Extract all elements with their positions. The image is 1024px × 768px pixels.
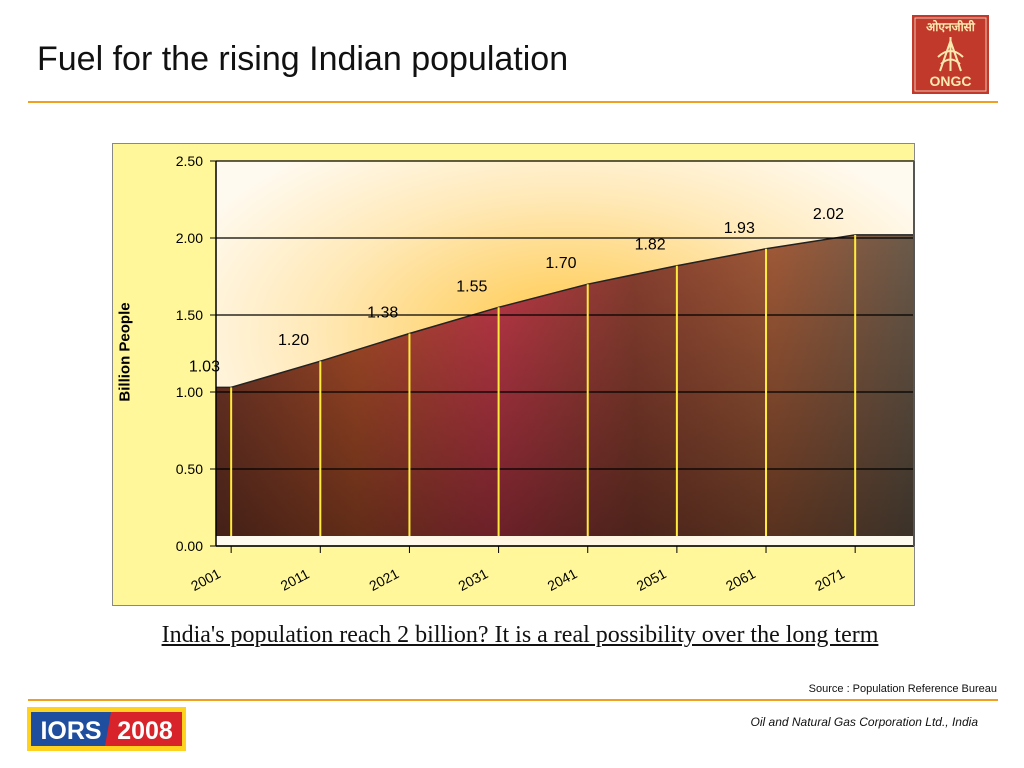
data-label: 1.82	[635, 237, 666, 254]
data-label: 1.38	[367, 304, 398, 321]
bottom-divider	[28, 699, 998, 701]
x-tick-label: 2001	[188, 565, 223, 594]
company-name: Oil and Natural Gas Corporation Ltd., In…	[750, 715, 978, 729]
x-tick-label: 2031	[456, 565, 491, 594]
data-label: 1.70	[545, 255, 576, 272]
source-note: Source : Population Reference Bureau	[808, 683, 997, 695]
x-tick-label: 2011	[278, 565, 312, 593]
y-tick-label: 2.50	[176, 153, 203, 169]
y-tick-label: 1.50	[176, 307, 203, 323]
x-tick-label: 2041	[545, 565, 580, 594]
y-tick-label: 0.00	[176, 538, 203, 554]
y-axis-label: Billion People	[116, 302, 134, 402]
data-label: 2.02	[813, 206, 844, 223]
population-line	[216, 234, 914, 389]
x-tick-label: 2071	[812, 565, 847, 594]
y-tick-label: 2.00	[176, 230, 203, 246]
data-label: 1.93	[724, 220, 755, 237]
top-divider	[28, 101, 998, 103]
data-label: 1.20	[278, 332, 309, 349]
x-tick-label: 2021	[366, 565, 401, 594]
y-tick-label: 0.50	[176, 461, 203, 477]
y-tick-label: 1.00	[176, 384, 203, 400]
chart-frame: 0.00 0.50 1.00 1.50 2.00 2.50 1.03 2001 1.20 2011…	[112, 143, 915, 606]
ongc-hindi-text: ओएनजीसी	[926, 20, 976, 34]
slide-title: Fuel for the rising Indian population	[37, 40, 569, 78]
ongc-text: ONGC	[930, 73, 972, 89]
x-tick-label: 2061	[723, 565, 758, 594]
x-tick-label: 2051	[634, 565, 669, 594]
iors-2008-logo: IORS 2008	[27, 707, 186, 751]
population-chart: 0.00 0.50 1.00 1.50 2.00 2.50 1.03 2001 1.20 2011…	[176, 153, 915, 594]
ongc-logo: ओएनजीसी ONGC	[912, 15, 989, 94]
iors-text: IORS	[40, 717, 101, 745]
data-label: 1.03	[189, 358, 220, 375]
data-label: 1.55	[456, 278, 487, 295]
slide-caption: India's population reach 2 billion? It i…	[161, 622, 879, 648]
population-area-shade	[216, 234, 914, 537]
iors-year-text: 2008	[117, 717, 173, 745]
